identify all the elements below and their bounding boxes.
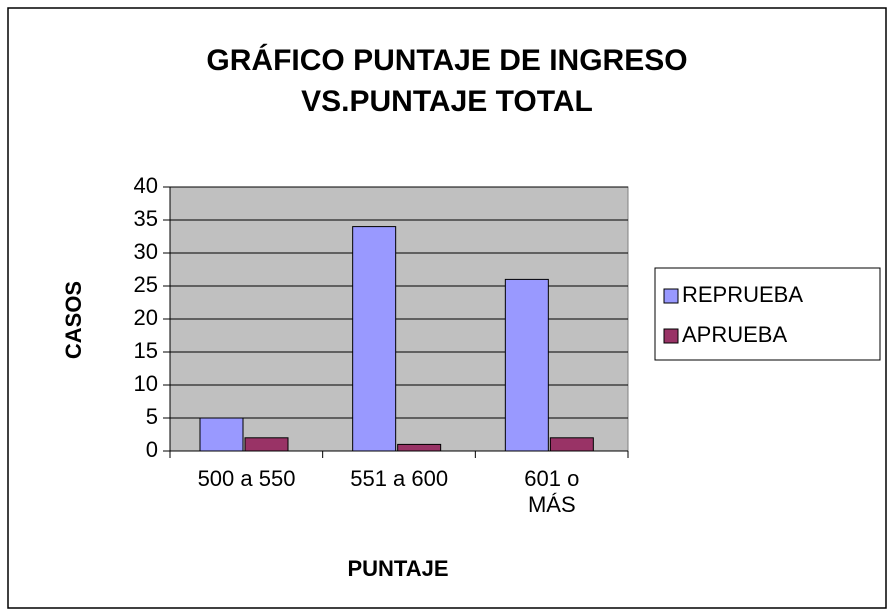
bar	[397, 443, 442, 452]
legend-swatch	[663, 288, 679, 304]
legend-swatch	[663, 328, 679, 344]
y-tick-label: 30	[134, 239, 158, 264]
x-axis-label: PUNTAJE	[347, 556, 448, 581]
y-tick-label: 15	[134, 338, 158, 363]
chart-subtitle: VS.PUNTAJE TOTAL	[301, 85, 593, 118]
x-tick-label: 551 a 600	[350, 466, 449, 491]
bar	[504, 278, 549, 452]
x-tick-label: 500 a 550	[197, 466, 296, 491]
y-axis-label: CASOS	[61, 281, 86, 359]
chart-title: GRÁFICO PUNTAJE DE INGRESO	[206, 43, 687, 77]
legend-label: REPRUEBA	[682, 282, 803, 307]
y-tick-label: 10	[134, 371, 158, 396]
x-tick-label: 601 o MÁS	[524, 466, 580, 517]
bar	[549, 437, 594, 452]
bar	[199, 417, 244, 452]
y-tick-label: 40	[134, 173, 158, 198]
legend-box	[654, 267, 881, 361]
y-tick-label: 5	[146, 404, 158, 429]
y-tick-label: 25	[134, 272, 158, 297]
legend-label: APRUEBA	[682, 322, 787, 347]
y-tick-label: 35	[134, 206, 158, 231]
y-tick-label: 20	[134, 305, 158, 330]
bar	[352, 226, 397, 452]
y-tick-label: 0	[146, 437, 158, 462]
bar	[244, 437, 289, 452]
